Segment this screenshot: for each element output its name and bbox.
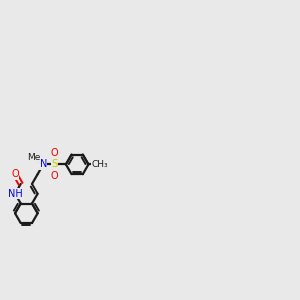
Text: O: O <box>51 148 58 158</box>
Text: NH: NH <box>8 189 22 199</box>
Text: CH₃: CH₃ <box>92 160 108 169</box>
Text: O: O <box>51 171 58 181</box>
Text: S: S <box>51 159 58 170</box>
Text: O: O <box>11 169 19 179</box>
Text: Me: Me <box>28 153 41 162</box>
Text: N: N <box>40 159 47 170</box>
